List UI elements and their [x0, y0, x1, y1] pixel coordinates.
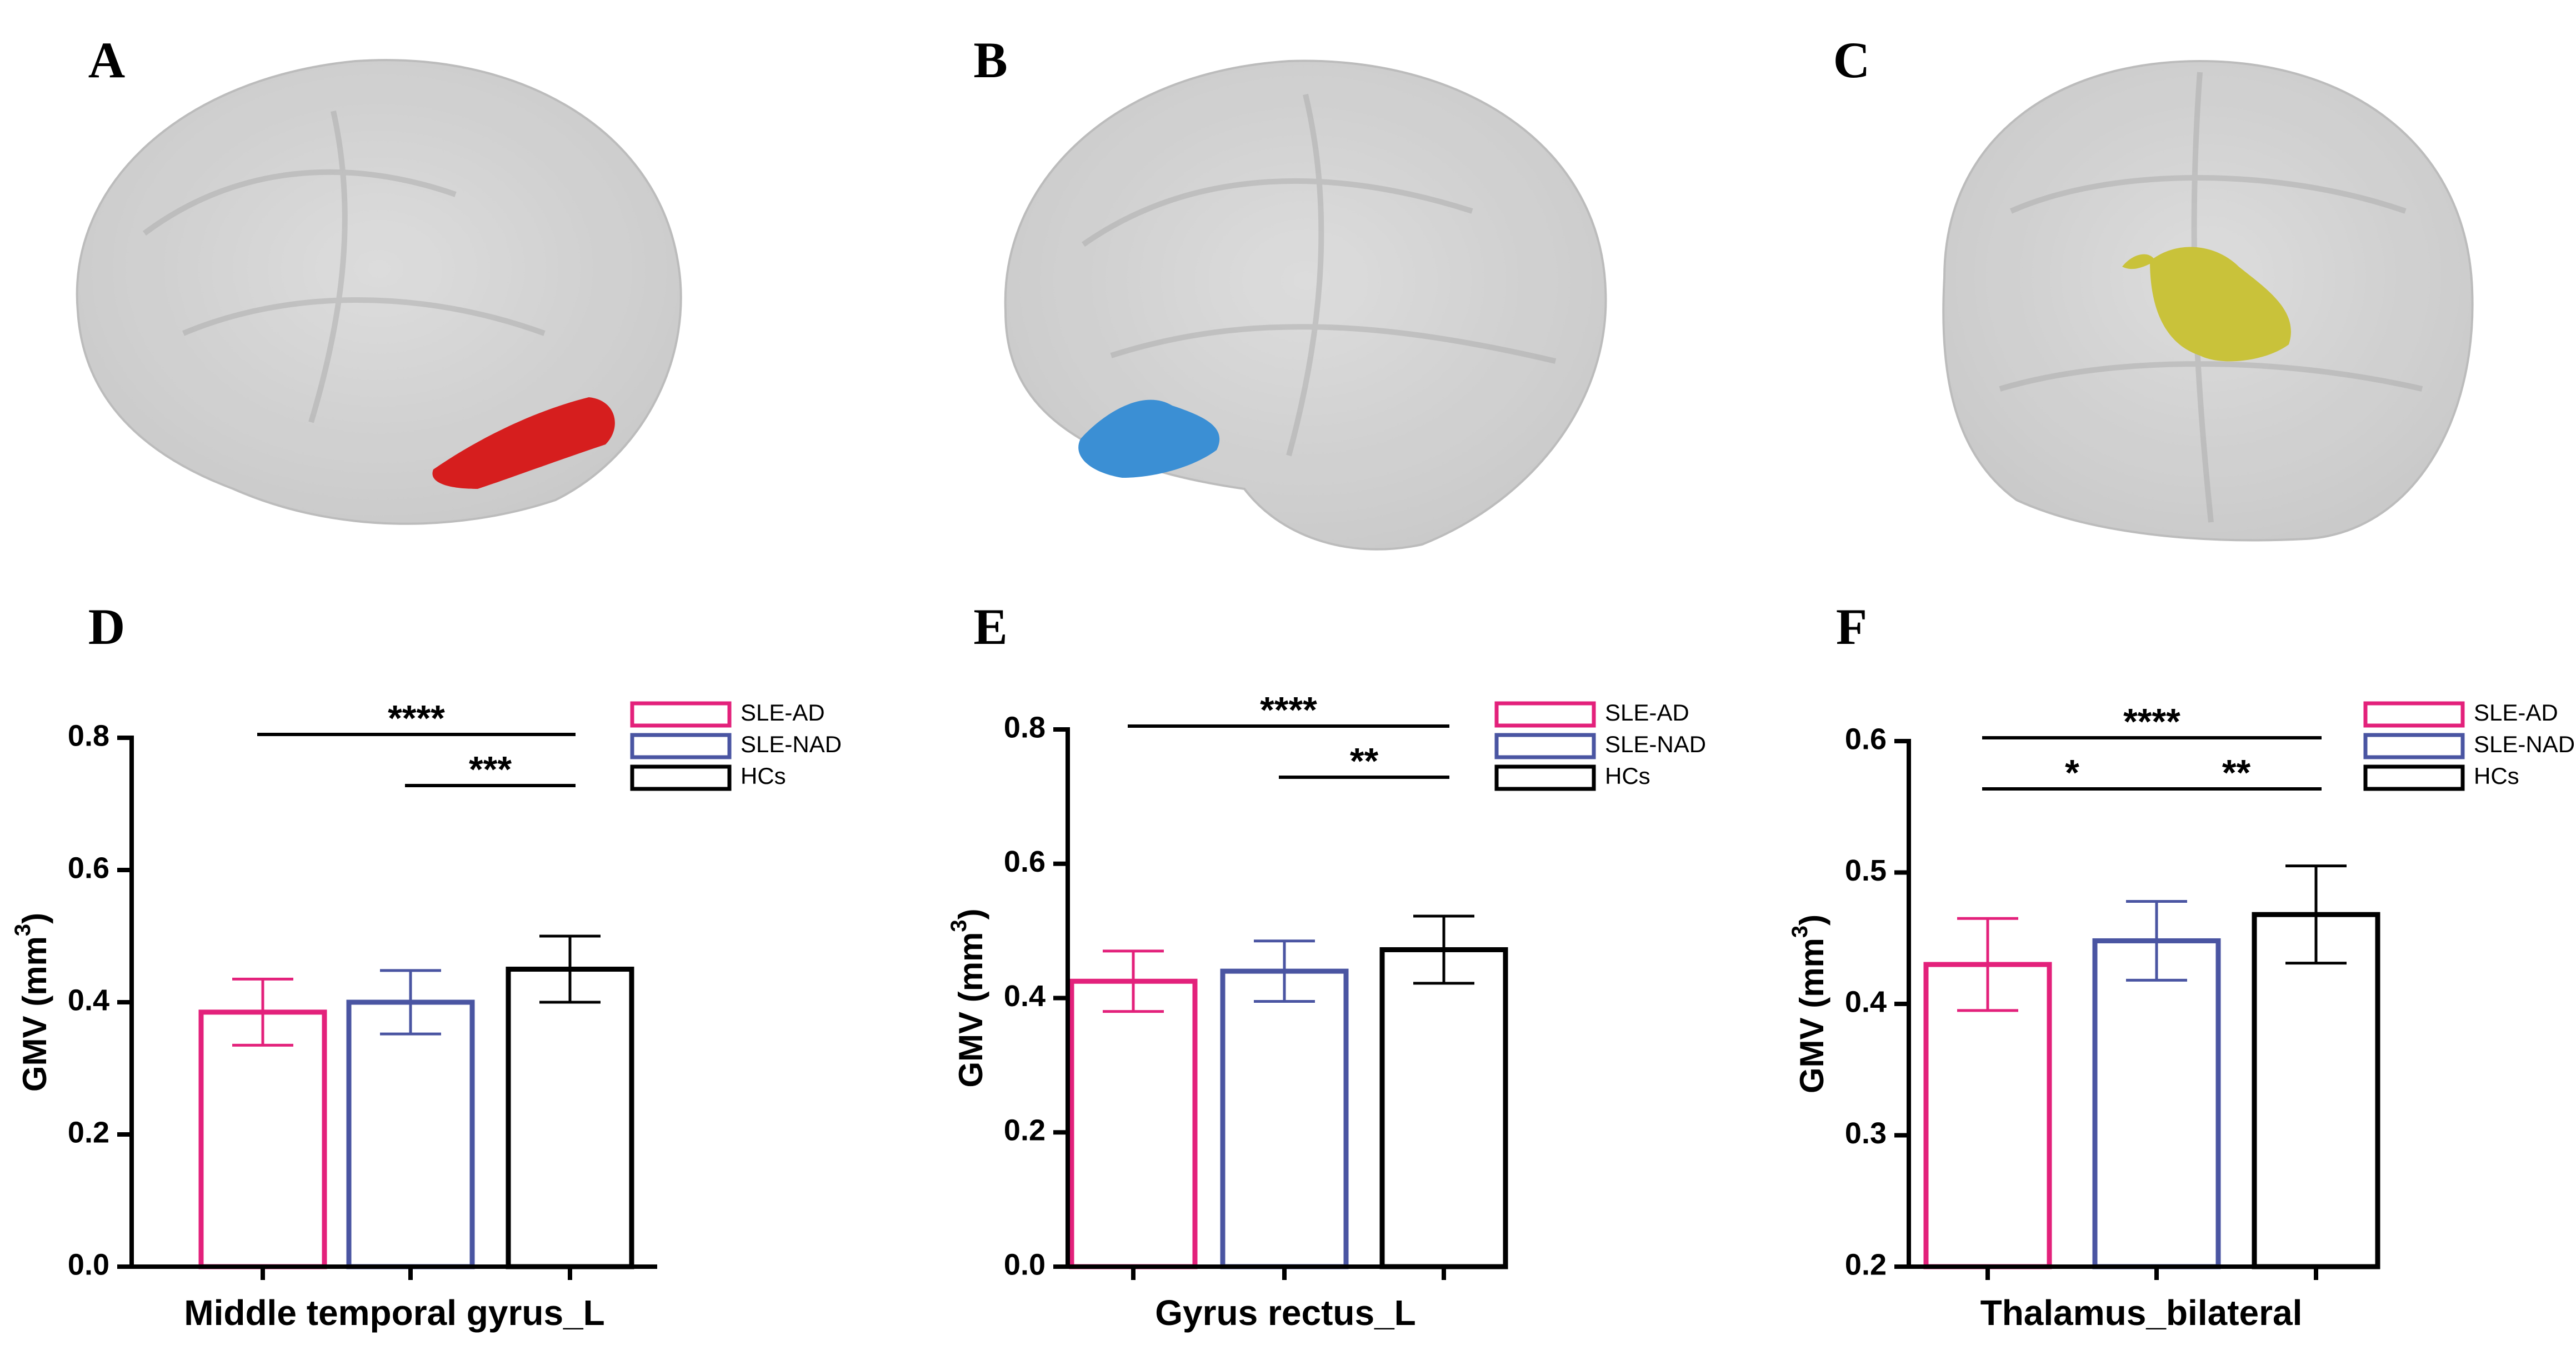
legend-swatch: [630, 764, 732, 791]
y-tick-label: 0.0: [1004, 1248, 1046, 1281]
legend-label: SLE-AD: [741, 699, 825, 726]
brain-render-a: [76, 59, 682, 525]
significance-label: ****: [2123, 701, 2180, 742]
legend-swatch: [2363, 764, 2465, 791]
bar: [506, 967, 634, 1269]
significance-label: ***: [469, 748, 512, 789]
y-tick-label: 0.2: [68, 1116, 109, 1149]
y-axis-title-end: ): [952, 908, 989, 919]
legend-swatch: [630, 733, 732, 759]
error-bar: [1413, 914, 1474, 985]
legend-swatch: [2363, 733, 2465, 759]
error-bar: [2126, 900, 2187, 982]
y-axis-title-end: ): [1793, 914, 1830, 926]
y-tick-label: 0.4: [68, 983, 109, 1017]
legend-swatch: [1494, 733, 1596, 759]
bar: [2092, 938, 2221, 1269]
error-bar: [2285, 864, 2347, 965]
y-tick-label: 0.5: [1845, 854, 1887, 887]
legend-label: HCs: [741, 763, 786, 789]
bar-chart: 0.0 0.2 0.4 0.6 0.8 Gyrus rectus_L GMV (mm3) **…: [947, 689, 1707, 1332]
legend-label: HCs: [1605, 763, 1650, 789]
legend-label: SLE-AD: [2474, 699, 2558, 726]
y-axis-title-main: GMV (mm: [1793, 938, 1830, 1093]
y-tick-label: 0.0: [68, 1248, 109, 1281]
error-bar: [1103, 949, 1164, 1013]
x-axis-title: Thalamus_bilateral: [1980, 1293, 2303, 1333]
panel-label: C: [1833, 32, 1870, 88]
significance-label: **: [2222, 752, 2251, 793]
legend-label: SLE-NAD: [741, 731, 842, 757]
y-tick-label: 0.2: [1004, 1114, 1046, 1147]
bar: [2252, 912, 2380, 1269]
significance-label: *: [2065, 752, 2079, 793]
y-tick-label: 0.4: [1845, 985, 1887, 1018]
brain-render-c: [1942, 59, 2474, 542]
y-axis-title: GMV (mm3): [11, 913, 53, 1092]
legend-swatch: [1494, 764, 1596, 791]
y-axis-title: GMV (mm3): [1788, 914, 1830, 1093]
significance-label: **: [1350, 740, 1379, 781]
y-axis-title-sup: 3: [11, 924, 35, 936]
bar: [198, 1009, 327, 1269]
error-bar: [539, 934, 601, 1004]
y-tick-label: 0.6: [68, 851, 109, 884]
y-tick-label: 0.8: [68, 719, 109, 752]
y-tick-label: 0.4: [1004, 979, 1046, 1013]
y-tick-label: 0.2: [1845, 1248, 1887, 1281]
bar: [346, 999, 475, 1269]
panel-label: D: [88, 598, 125, 655]
brain-render-b: [1004, 59, 1607, 551]
panel-label: E: [973, 598, 1007, 655]
significance-label: ****: [388, 697, 445, 738]
panel-label: F: [1836, 598, 1867, 655]
error-bar: [1254, 939, 1315, 1003]
panel-label: A: [88, 32, 125, 88]
y-axis-title-sup: 3: [947, 919, 971, 932]
error-bar: [1957, 917, 2018, 1012]
error-bar: [232, 977, 293, 1047]
bar: [1069, 978, 1198, 1269]
legend-label: SLE-AD: [1605, 699, 1689, 726]
y-axis-title: GMV (mm3): [947, 908, 989, 1087]
bar: [1379, 947, 1508, 1269]
legend-label: SLE-NAD: [1605, 731, 1706, 757]
legend-label: SLE-NAD: [2474, 731, 2575, 757]
y-tick-label: 0.6: [1845, 722, 1887, 756]
y-tick-label: 0.3: [1845, 1117, 1887, 1150]
legend-label: HCs: [2474, 763, 2519, 789]
y-axis-title-sup: 3: [1788, 926, 1812, 938]
error-bar: [380, 969, 441, 1036]
legend-swatch: [630, 701, 732, 728]
y-axis-title-main: GMV (mm: [952, 932, 989, 1088]
bar: [1220, 968, 1349, 1269]
panel-label: B: [973, 32, 1007, 88]
y-axis-title-end: ): [16, 913, 53, 924]
y-tick-label: 0.8: [1004, 711, 1046, 744]
legend-swatch: [2363, 701, 2465, 728]
y-axis-title-main: GMV (mm: [16, 936, 53, 1092]
x-axis-title: Middle temporal gyrus_L: [184, 1293, 604, 1333]
legend-swatch: [1494, 701, 1596, 728]
y-tick-label: 0.6: [1004, 845, 1046, 878]
bar-chart: 0.2 0.3 0.4 0.5 0.6 Thalamus_bilateral GMV (mm…: [1788, 699, 2575, 1333]
significance-label: ****: [1260, 689, 1317, 730]
bar-chart: 0.0 0.2 0.4 0.6 0.8 Middle temporal gyrus_L GM…: [11, 697, 842, 1332]
x-axis-title: Gyrus rectus_L: [1155, 1293, 1416, 1333]
